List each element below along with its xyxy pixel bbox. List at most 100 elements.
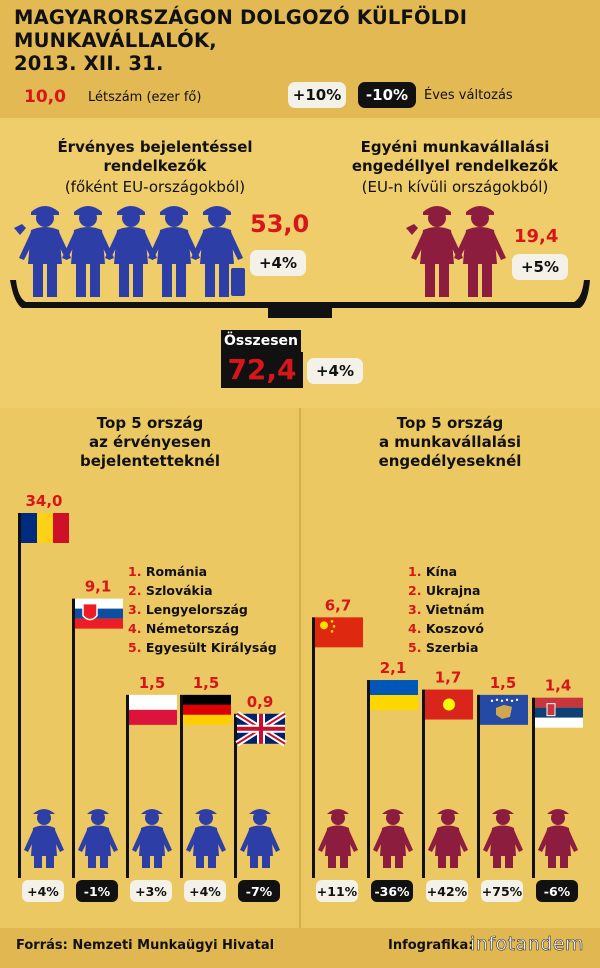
worker-figure [428, 809, 468, 868]
total-box: Összesen 72,4 +4% [221, 330, 381, 390]
list-item: 4. Koszovó [408, 621, 484, 636]
bar-mark: 6,7 +11% [312, 596, 363, 902]
red-workers-group [406, 206, 506, 297]
permit-change: +5% [512, 254, 568, 280]
change-pill [316, 880, 358, 902]
permit-title-line-2: engedéllyel rendelkezők [351, 157, 559, 175]
legend-sample-value: 10,0 [24, 87, 66, 107]
worker-figure [24, 809, 64, 868]
registered-title-line-2: rendelkezők [103, 157, 207, 175]
chart-right-title-line-1: Top 5 ország [396, 414, 504, 432]
flag-pole [367, 680, 370, 878]
slovakia-flag [75, 598, 123, 629]
flag-pole [422, 689, 425, 878]
chart-left-title-line-2: az érvényesen [88, 433, 211, 451]
source-text: Forrás: Nemzeti Munkaügyi Hivatal [16, 938, 275, 953]
legend-plus-pill: +10% [288, 82, 346, 108]
page-title: MAGYARORSZÁGON DOLGOZÓ KÜLFÖLDI MUNKAVÁL… [14, 6, 600, 75]
bar-mark: 1,5 +75% [477, 674, 528, 902]
flag-pole [18, 513, 21, 878]
bar-mark: 34,0 +4% [18, 492, 69, 902]
romania-flag [21, 513, 69, 543]
list-item: 1. Kína [408, 564, 458, 579]
footer-band [0, 928, 600, 968]
change-label: +42% [427, 884, 468, 899]
chart-right-title-line-2: a munkavállalási [378, 433, 522, 451]
value-label: 0,9 [247, 693, 274, 711]
total-value: 72,4 [221, 352, 303, 388]
chart-left-country-list: 1. Románia 2. Szlovákia 3. Lengyelország… [128, 562, 277, 657]
registered-value: 53,0 [250, 210, 310, 238]
change-pill [536, 880, 578, 902]
bar-mark: 1,4 -6% [532, 677, 583, 902]
flag-pole [72, 598, 75, 878]
germany-flag [183, 694, 231, 725]
worker-figure [132, 809, 172, 868]
flag-pole [532, 697, 535, 878]
vietnam-flag [425, 689, 473, 720]
change-pill [184, 880, 226, 902]
change-label: +75% [482, 884, 523, 899]
bar-mark: 1,5 +3% [126, 674, 177, 902]
poland-flag [129, 694, 177, 725]
chart-right-country-list: 1. Kína 2. Ukrajna 3. Vietnám 4. Koszovó… [408, 562, 484, 657]
permit-value: 19,4 [514, 226, 559, 247]
value-label: 1,5 [490, 674, 517, 692]
worker-figure [240, 809, 280, 868]
change-pill [130, 880, 172, 902]
total-label: Összesen [221, 330, 301, 352]
title-line-2: 2013. XII. 31. [14, 52, 164, 75]
legend-change-label: Éves változás [424, 88, 513, 103]
value-label: 6,7 [325, 596, 352, 614]
worker-figure [373, 809, 413, 868]
flag-pole [312, 617, 315, 878]
permit-subtitle: (EU-n kívüli országokból) [361, 178, 549, 196]
permit-title-line-1: Egyéni munkavállalási [360, 138, 550, 156]
change-pill [481, 880, 523, 902]
change-pill [76, 880, 118, 902]
list-item: 4. Németország [128, 621, 240, 636]
bar-mark: 2,1 -36% [367, 659, 418, 902]
serbia-flag [535, 697, 583, 728]
registered-title-line-1: Érvényes bejelentéssel [57, 138, 253, 156]
change-label: +3% [135, 884, 167, 899]
bar-mark: 0,9 -7% [234, 693, 287, 902]
flag-pole [126, 694, 129, 878]
change-label: +11% [317, 884, 358, 899]
chart-right-title-line-3: engedélyeseknél [378, 452, 522, 470]
uk-flag [235, 711, 287, 747]
column-divider [299, 408, 301, 928]
title-line-1: MAGYARORSZÁGON DOLGOZÓ KÜLFÖLDI MUNKAVÁL… [14, 6, 468, 52]
brand-logo: infotandem [470, 933, 585, 956]
chart-left-title-line-3: bejelentetteknél [79, 452, 221, 470]
value-label: 2,1 [380, 659, 407, 677]
value-label: 9,1 [85, 578, 112, 596]
ukraine-flag [370, 680, 418, 711]
change-pill [238, 880, 280, 902]
list-item: 2. Szlovákia [128, 583, 213, 598]
total-change: +4% [307, 358, 363, 384]
kosovo-flag [480, 694, 528, 725]
change-label: +4% [27, 884, 59, 899]
registered-subtitle: (főként EU-országokból) [64, 178, 246, 196]
blue-workers-group [14, 206, 245, 297]
list-item: 2. Ukrajna [408, 583, 481, 598]
chart-left-title: Top 5 ország az érvényesen bejelentettek… [40, 414, 260, 471]
flag-pole [180, 694, 183, 878]
registered-change: +4% [250, 250, 306, 276]
list-item: 3. Vietnám [408, 602, 485, 617]
bar-mark: 9,1 -1% [72, 578, 123, 902]
bar-mark: 1,7 +42% [422, 669, 473, 902]
flag-pole-charts: 34,0 +4% 9,1 -1% 1,5 +3% 1,5 +4% 0,9 -7% 6,7 +11% 2,… [18, 492, 583, 902]
credit-label: Infografika: [388, 938, 474, 953]
registered-title: Érvényes bejelentéssel rendelkezők [40, 138, 270, 176]
change-label: -7% [246, 884, 273, 899]
list-item: 3. Lengyelország [128, 602, 248, 617]
flag-pole [477, 694, 480, 878]
worker-figure [78, 809, 118, 868]
value-label: 1,4 [545, 677, 572, 695]
list-item: 5. Egyesült Királyság [128, 640, 277, 655]
china-flag [315, 617, 363, 648]
worker-figure [483, 809, 523, 868]
